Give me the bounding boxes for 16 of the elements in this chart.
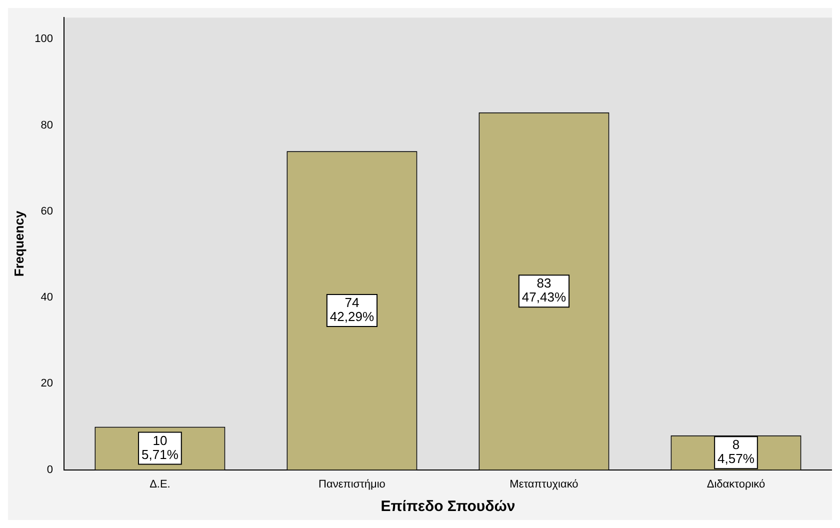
- data-label: 83 47,43%: [522, 276, 566, 305]
- x-tick-label: Δ.Ε.: [150, 478, 170, 490]
- data-label: 74 42,29%: [330, 295, 374, 324]
- x-tick-label: Μεταπτυχιακό: [510, 478, 578, 490]
- y-tick-label: 100: [34, 33, 53, 46]
- y-tick-label: 0: [46, 464, 53, 476]
- y-axis-title: Frequency: [11, 210, 26, 277]
- y-tick-label: 80: [40, 119, 53, 132]
- y-tick-label: 40: [40, 292, 53, 304]
- data-label: 8 4,57%: [718, 437, 755, 466]
- y-tick-label: 20: [40, 378, 53, 390]
- data-label: 10 5,71%: [142, 432, 179, 462]
- x-tick-label: Πανεπιστήμιο: [318, 478, 386, 490]
- y-tick-label: 60: [40, 205, 53, 218]
- x-axis-title: Επίπεδο Σπουδών: [380, 498, 516, 516]
- x-tick-label: Διδακτορικό: [706, 478, 766, 490]
